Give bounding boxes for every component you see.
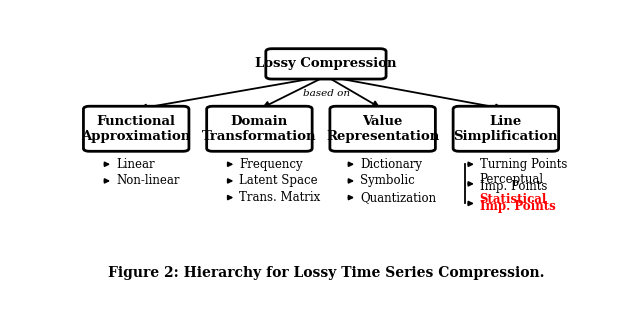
- Text: Dictionary: Dictionary: [360, 158, 422, 171]
- Text: Lossy Compression: Lossy Compression: [255, 57, 397, 70]
- Text: Non-linear: Non-linear: [116, 174, 179, 187]
- Text: Statistical: Statistical: [480, 192, 547, 205]
- Text: Figure 2: Hierarchy for Lossy Time Series Compression.: Figure 2: Hierarchy for Lossy Time Serie…: [107, 266, 544, 280]
- Text: Perceptual: Perceptual: [480, 173, 544, 186]
- Text: based on: based on: [303, 89, 350, 98]
- Text: Linear: Linear: [116, 158, 155, 171]
- Text: Trans. Matrix: Trans. Matrix: [239, 191, 321, 204]
- Text: Domain
Transformation: Domain Transformation: [202, 115, 317, 143]
- Text: Turning Points: Turning Points: [480, 158, 567, 171]
- FancyBboxPatch shape: [83, 106, 189, 151]
- Text: Imp. Points: Imp. Points: [480, 200, 555, 213]
- Text: Frequency: Frequency: [239, 158, 303, 171]
- Text: Value
Representation: Value Representation: [326, 115, 439, 143]
- Text: Quantization: Quantization: [360, 191, 436, 204]
- Text: Line
Simplification: Line Simplification: [453, 115, 558, 143]
- FancyBboxPatch shape: [330, 106, 436, 151]
- FancyBboxPatch shape: [207, 106, 312, 151]
- Text: Latent Space: Latent Space: [239, 174, 318, 187]
- Text: Imp. Points: Imp. Points: [480, 180, 547, 193]
- Text: Symbolic: Symbolic: [360, 174, 415, 187]
- FancyBboxPatch shape: [266, 49, 386, 79]
- FancyBboxPatch shape: [453, 106, 558, 151]
- Text: Functional
Approximation: Functional Approximation: [81, 115, 191, 143]
